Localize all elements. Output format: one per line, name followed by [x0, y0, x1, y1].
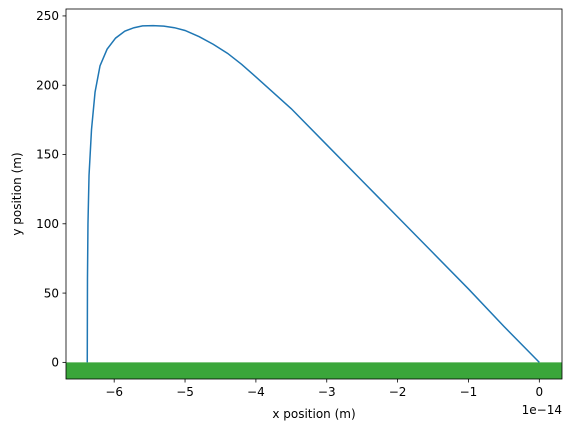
- y-tick-label: 0: [51, 356, 59, 370]
- x-axis-offset-text: 1e−14: [522, 403, 562, 417]
- x-tick-label: −2: [389, 385, 407, 399]
- x-tick-label: −5: [176, 385, 194, 399]
- axes-frame: [65, 8, 563, 380]
- ground-band: [66, 362, 562, 379]
- x-tick-label: −1: [460, 385, 478, 399]
- x-axis-ticks: −6 −5 −4 −3 −2 −1 0: [105, 379, 543, 399]
- y-tick-label: 50: [44, 286, 59, 300]
- x-axis-label: x position (m): [272, 407, 355, 421]
- x-tick-label: −3: [318, 385, 336, 399]
- plot-area: [65, 8, 563, 380]
- x-tick-label: −6: [105, 385, 123, 399]
- x-tick-label: 0: [536, 385, 544, 399]
- y-tick-label: 100: [36, 217, 59, 231]
- y-axis-ticks: 0 50 100 150 200 250: [36, 9, 66, 370]
- y-axis-label: y position (m): [10, 152, 24, 235]
- trajectory-line: [86, 24, 540, 363]
- x-tick-label: −4: [247, 385, 265, 399]
- y-tick-label: 200: [36, 78, 59, 92]
- y-tick-label: 250: [36, 9, 59, 23]
- y-tick-label: 150: [36, 148, 59, 162]
